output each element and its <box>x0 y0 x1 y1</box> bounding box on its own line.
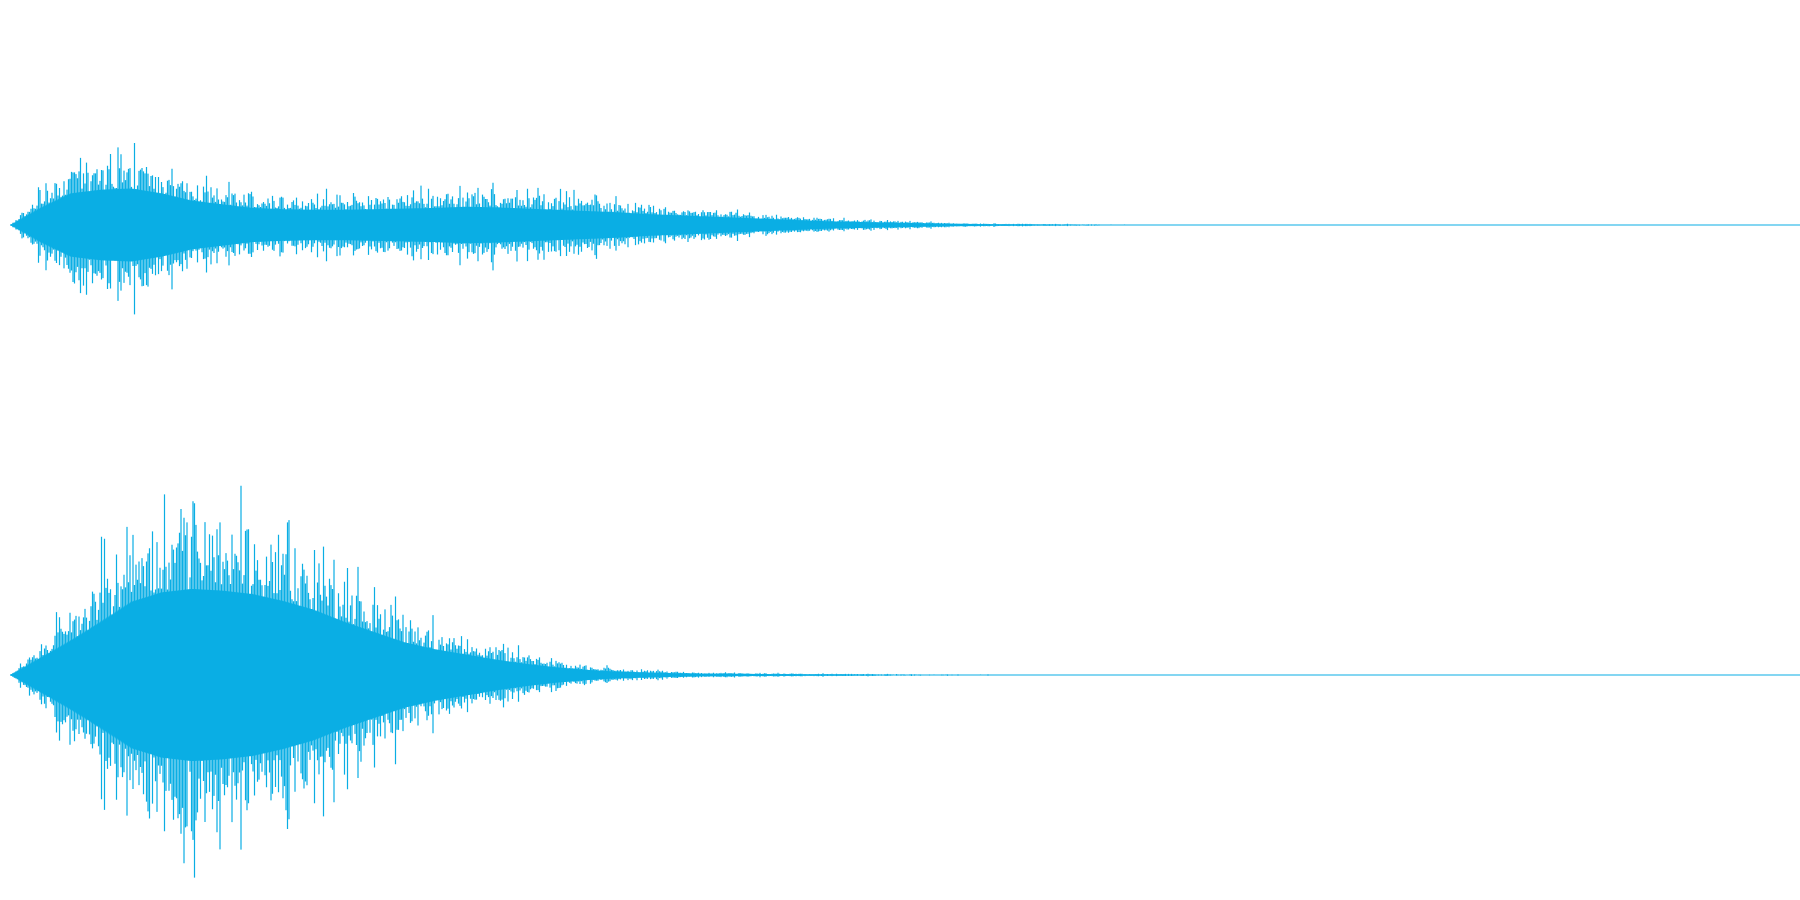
waveform-core <box>10 589 1207 761</box>
waveform-channel-2 <box>10 485 1800 878</box>
waveform-channel-1 <box>10 143 1800 315</box>
waveform-core <box>10 188 1229 262</box>
